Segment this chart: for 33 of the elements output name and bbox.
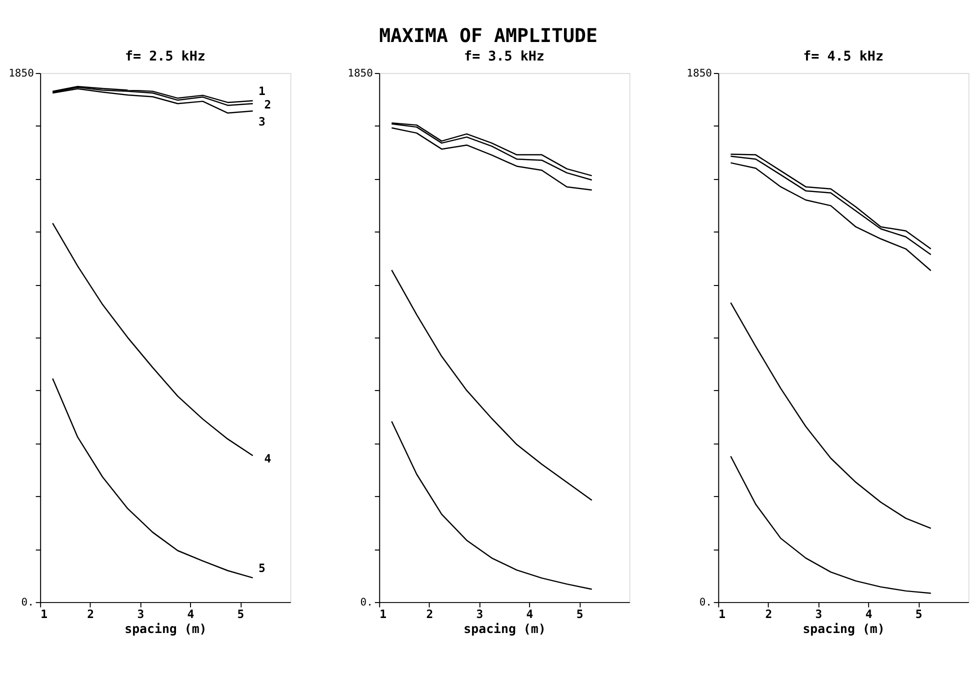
x-tick-label: 4 bbox=[526, 606, 534, 621]
x-axis-title: spacing (m) bbox=[124, 621, 207, 636]
chart-title: f= 3.5 kHz bbox=[464, 50, 544, 65]
series-label: 2 bbox=[264, 97, 272, 112]
x-tick-label: 1 bbox=[718, 606, 726, 621]
series-label: 1 bbox=[258, 84, 266, 98]
x-tick-label: 3 bbox=[476, 606, 484, 621]
x-tick-label: 2 bbox=[765, 606, 772, 621]
x-tick-label: 5 bbox=[915, 606, 922, 621]
x-tick-label: 2 bbox=[426, 606, 434, 621]
x-tick-label: 1 bbox=[380, 606, 387, 621]
x-axis-title: spacing (m) bbox=[802, 621, 885, 636]
x-tick-label: 1 bbox=[40, 606, 48, 621]
series-label: 5 bbox=[258, 561, 266, 576]
text: MAXIMA OF AMPLITUDE bbox=[379, 24, 598, 47]
y-tick-label: 1850 bbox=[348, 67, 373, 80]
x-tick-label: 2 bbox=[87, 606, 94, 621]
y-tick-label: 1850 bbox=[686, 67, 712, 80]
x-tick-label: 4 bbox=[865, 606, 872, 621]
x-tick-label: 5 bbox=[237, 606, 244, 621]
y-tick-label: 0. bbox=[21, 596, 34, 608]
series-label: 3 bbox=[258, 114, 266, 128]
x-tick-label: 4 bbox=[187, 606, 194, 621]
chart-title: f= 4.5 kHz bbox=[803, 50, 884, 65]
y-tick-label: 0. bbox=[699, 596, 712, 608]
x-tick-label: 5 bbox=[576, 606, 584, 621]
chart-title: f= 2.5 kHz bbox=[125, 50, 206, 65]
series-label: 4 bbox=[264, 451, 272, 466]
x-tick-label: 3 bbox=[815, 606, 822, 621]
x-tick-label: 3 bbox=[137, 606, 144, 621]
x-axis-title: spacing (m) bbox=[464, 621, 546, 636]
y-tick-label: 0. bbox=[360, 596, 373, 608]
y-tick-label: 1850 bbox=[8, 67, 34, 80]
